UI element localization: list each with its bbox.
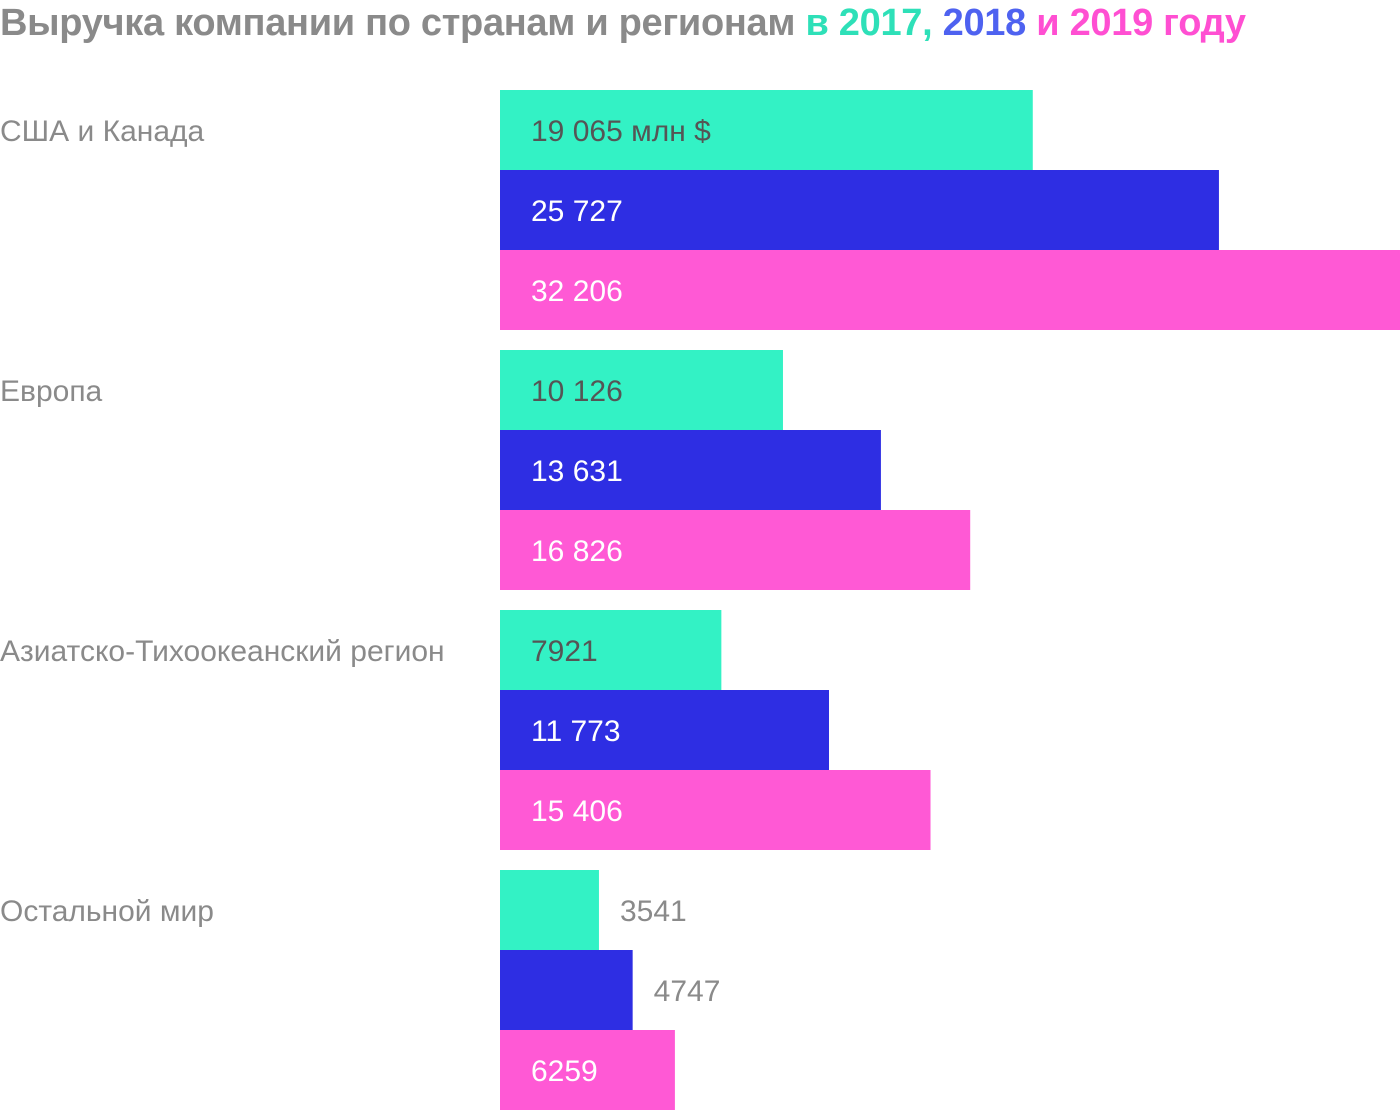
- bar-value-label: 11 773: [531, 715, 621, 748]
- category-label: Европа: [0, 375, 103, 408]
- bar-2019: [500, 1030, 675, 1110]
- bar-value-label: 25 727: [531, 195, 623, 228]
- bar-value-label: 3541: [620, 895, 687, 928]
- bar-2018: [500, 170, 1219, 250]
- category-label: США и Канада: [0, 115, 205, 148]
- bar-value-label: 7921: [531, 635, 598, 668]
- title-year-2018: 2018: [942, 2, 1027, 44]
- bar-value-label: 15 406: [531, 795, 623, 828]
- bar-2018: [500, 690, 829, 770]
- category-label: Остальной мир: [0, 895, 214, 928]
- bar-value-label: 32 206: [531, 275, 623, 308]
- bar-2019: [500, 770, 931, 850]
- bar-2017: [500, 610, 722, 690]
- bar-value-label: 19 065 млн $: [531, 115, 711, 148]
- bar-2019: [500, 510, 971, 590]
- bar-2018: [500, 950, 633, 1030]
- title-connector-in: в: [805, 2, 839, 44]
- bar-2017: [500, 90, 1033, 170]
- title-connector-and: и: [1025, 2, 1070, 44]
- bar-value-label: 13 631: [531, 455, 623, 488]
- bar-value-label: 10 126: [531, 375, 623, 408]
- title-year-2017: 2017,: [838, 2, 933, 44]
- bar-value-label: 16 826: [531, 535, 623, 568]
- bar-value-label: 6259: [531, 1055, 598, 1088]
- bar-2019: [500, 250, 1400, 330]
- chart-title: Выручка компании по странам и регионам в…: [0, 0, 1246, 50]
- bar-2018: [500, 430, 881, 510]
- bar-2017: [500, 350, 783, 430]
- title-year-2019: 2019: [1069, 2, 1154, 44]
- title-main: Выручка компании по странам и регионам: [0, 2, 806, 44]
- title-connector-year: году: [1152, 2, 1246, 44]
- bar-2017: [500, 870, 599, 950]
- category-label: Азиатско-Тихоокеанский регион: [0, 635, 445, 668]
- bar-value-label: 4747: [654, 975, 721, 1008]
